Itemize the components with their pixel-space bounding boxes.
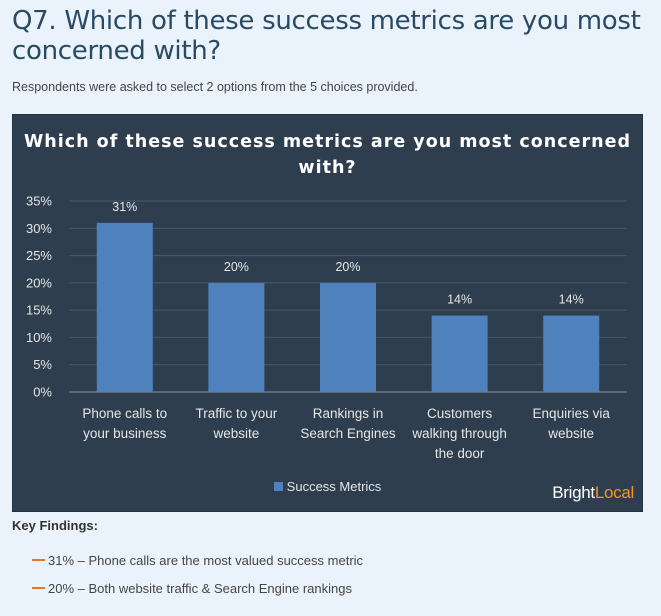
x-category-label: Search Engines xyxy=(300,426,396,441)
key-findings-heading: Key Findings: xyxy=(12,518,98,533)
data-label: 20% xyxy=(224,260,249,274)
chart-title: Which of these success metrics are you m… xyxy=(24,132,631,178)
y-tick-label: 30% xyxy=(26,221,52,236)
bar xyxy=(431,315,488,392)
y-tick-label: 10% xyxy=(26,330,52,345)
data-label: 14% xyxy=(447,293,472,307)
dash-bullet-icon xyxy=(32,587,45,589)
key-finding-text: 20% – Both website traffic & Search Engi… xyxy=(48,581,352,596)
chart-legend: Success Metrics xyxy=(13,479,642,494)
bar-chart: 0% 5% 10% 15% 20% 25% 30% 35% 31% Phone calls to y… xyxy=(26,194,627,461)
y-tick-label: 0% xyxy=(33,385,52,400)
y-tick-label: 15% xyxy=(26,303,52,318)
y-tick-label: 5% xyxy=(33,357,52,372)
y-tick-label: 35% xyxy=(26,194,52,209)
x-category-label: Phone calls to xyxy=(82,406,167,421)
legend-label: Success Metrics xyxy=(286,479,382,494)
x-category-label: walking through xyxy=(411,426,507,441)
x-category-label: Rankings in xyxy=(313,406,384,421)
x-category-label: your business xyxy=(83,426,167,441)
x-category-label: Traffic to your xyxy=(196,406,278,421)
bar xyxy=(320,282,376,392)
x-category-label: website xyxy=(547,426,594,441)
bar xyxy=(543,315,600,392)
chart-panel: 0% 5% 10% 15% 20% 25% 30% 35% 31% Phone calls to y… xyxy=(12,114,643,512)
key-finding-item: 20% – Both website traffic & Search Engi… xyxy=(32,580,363,608)
question-subtitle: Respondents were asked to select 2 optio… xyxy=(12,80,418,94)
y-tick-label: 20% xyxy=(26,275,52,290)
dash-bullet-icon xyxy=(32,559,45,561)
data-label: 31% xyxy=(112,200,137,214)
x-category-label: Enquiries via xyxy=(533,406,611,421)
y-tick-label: 25% xyxy=(26,248,52,263)
key-finding-item: 31% – Phone calls are the most valued su… xyxy=(32,552,363,580)
key-findings-list: 31% – Phone calls are the most valued su… xyxy=(32,552,363,608)
bar xyxy=(208,282,265,392)
x-category-label: Customers xyxy=(427,406,493,421)
data-label: 20% xyxy=(335,260,360,274)
brand-right: Local xyxy=(594,483,634,502)
data-label: 14% xyxy=(559,293,584,307)
x-category-label: website xyxy=(213,426,260,441)
legend-swatch xyxy=(273,482,283,491)
brightlocal-logo: BrightLocal xyxy=(552,483,634,503)
key-finding-text: 31% – Phone calls are the most valued su… xyxy=(48,553,364,568)
question-title: Q7. Which of these success metrics are y… xyxy=(12,6,641,66)
brand-left: Bright xyxy=(552,483,595,502)
x-category-label: the door xyxy=(435,446,485,461)
bar xyxy=(96,222,153,392)
